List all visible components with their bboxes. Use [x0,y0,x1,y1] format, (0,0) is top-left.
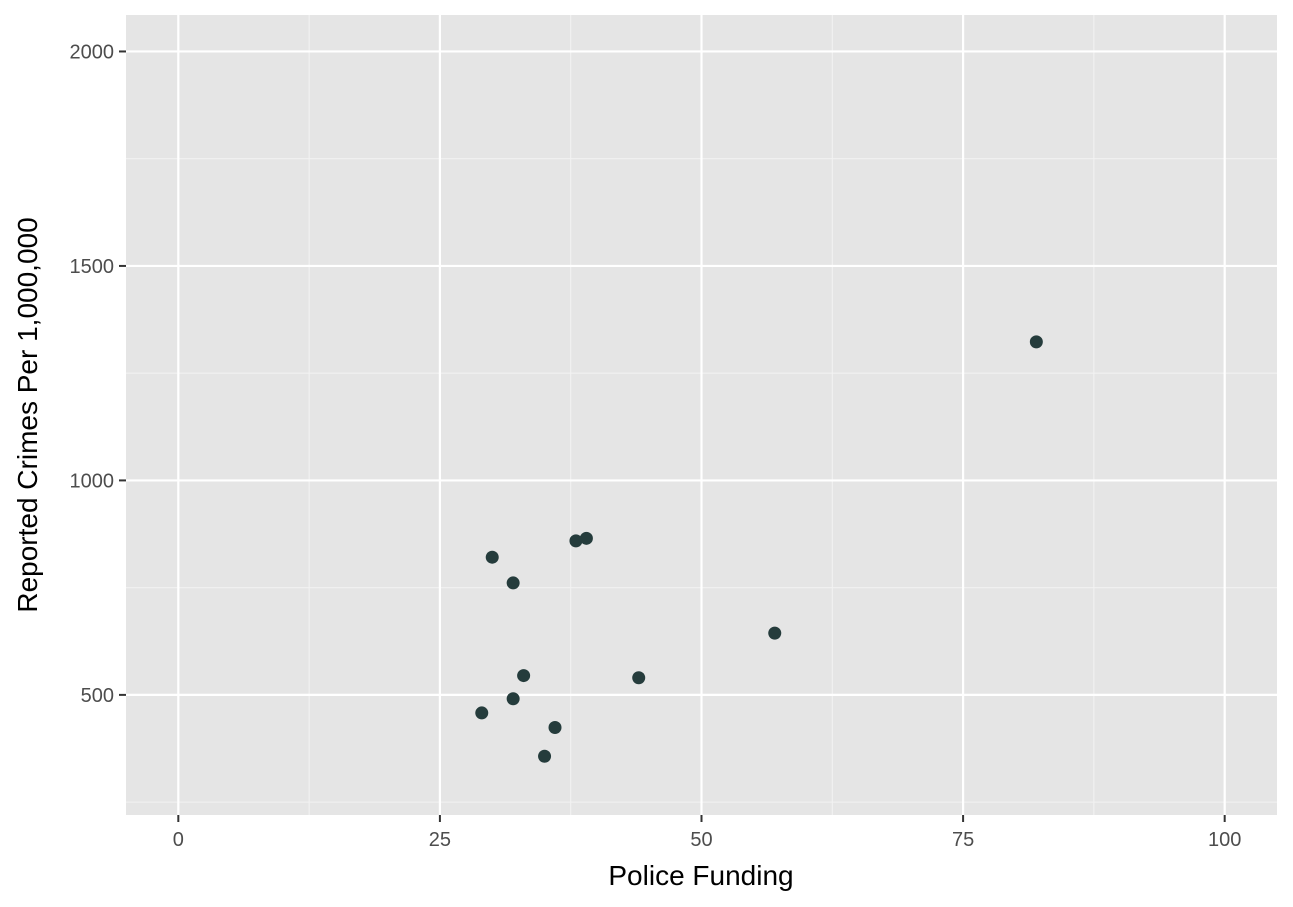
data-point-10 [768,626,782,640]
x-tick-label-4: 100 [1208,829,1241,851]
major-gridlines [126,15,1277,815]
x-tick-label-2: 50 [690,829,712,851]
data-point-8 [579,531,593,545]
y-tick-label-1: 1000 [70,470,115,492]
data-point-9 [632,671,646,685]
data-point-2 [506,576,520,590]
x-axis: 0 25 50 75 100 [173,815,1241,851]
data-points [475,335,1043,763]
data-point-4 [517,669,531,683]
y-tick-label-0: 500 [81,685,114,707]
data-point-5 [538,749,552,763]
x-tick-label-0: 0 [173,829,184,851]
data-point-3 [506,692,520,706]
y-axis: 500 1000 1500 2000 [70,41,126,707]
x-tick-label-3: 75 [952,829,974,851]
data-point-6 [548,720,562,734]
data-point-0 [475,706,489,720]
y-axis-title: Reported Crimes Per 1,000,000 [12,217,43,612]
y-tick-label-3: 2000 [70,41,115,63]
data-point-11 [1029,335,1043,349]
y-tick-label-2: 1500 [70,256,115,278]
data-point-7 [569,534,583,548]
x-tick-label-1: 25 [429,829,451,851]
x-axis-title: Police Funding [608,860,793,891]
data-point-1 [485,550,499,564]
